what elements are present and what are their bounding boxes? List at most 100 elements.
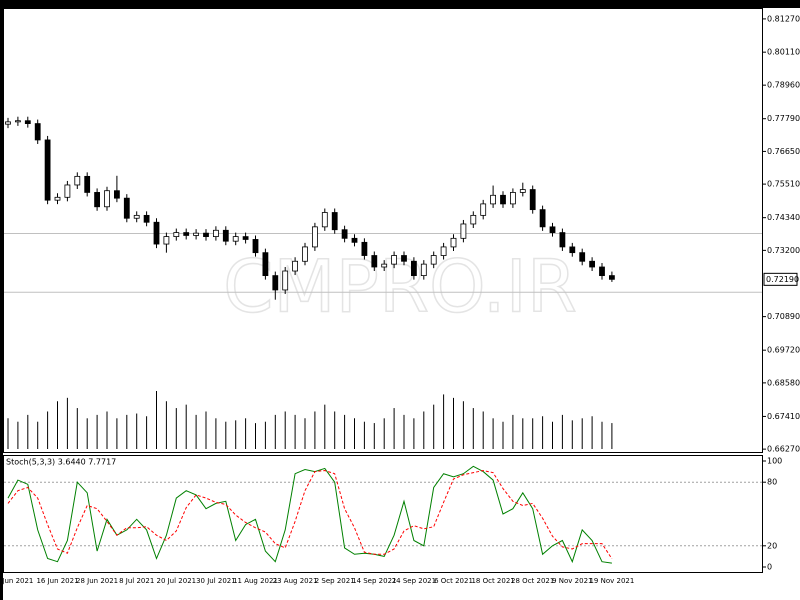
candle-body — [599, 266, 605, 277]
x-tick-label: 28 Oct 2021 — [511, 577, 554, 585]
candle-body — [252, 239, 259, 254]
candle-body — [74, 175, 81, 186]
x-tick-label: 28 Jun 2021 — [76, 577, 118, 585]
y-tick-label: 0.67410 — [767, 412, 800, 421]
candle-body — [579, 252, 586, 262]
candle-body — [460, 223, 467, 239]
background — [3, 8, 800, 600]
y-tick-label: 100 — [767, 457, 782, 466]
candle-body — [519, 189, 526, 193]
candle-body — [153, 221, 160, 245]
candle-body — [361, 241, 368, 256]
candle-body — [14, 120, 21, 123]
main-panel — [3, 8, 763, 453]
x-tick-label: 9 Nov 2021 — [552, 577, 592, 585]
current-price-box — [763, 272, 798, 286]
stoch-line — [7, 465, 612, 564]
candle-body — [529, 189, 536, 211]
candle-body — [470, 214, 477, 225]
candle-body — [24, 120, 31, 124]
candle-body — [559, 232, 566, 248]
candle-body — [114, 190, 120, 199]
x-tick-label: 19 Nov 2021 — [589, 577, 634, 585]
watermark: CMPRO.IR — [223, 245, 577, 329]
candle-body — [133, 214, 140, 219]
y-tick-label: 0.69720 — [767, 346, 800, 355]
candle-body — [193, 232, 200, 236]
stoch-panel — [3, 455, 763, 573]
x-tick-label: 23 Aug 2021 — [273, 577, 318, 585]
candle-body — [44, 139, 51, 201]
y-tick-label: 0.80110 — [767, 48, 800, 57]
candle-body — [311, 226, 318, 248]
x-tick-label: 18 Oct 2021 — [471, 577, 514, 585]
y-tick-label: 0.81270 — [767, 14, 800, 23]
candle-body — [410, 260, 417, 277]
candle-body — [232, 236, 239, 242]
y-tick-label: 0.78960 — [767, 81, 800, 90]
candle-body — [94, 192, 100, 208]
candle-body — [104, 190, 110, 208]
candle-body — [222, 229, 229, 242]
candle-body — [292, 260, 299, 272]
x-tick-label: Jun 2021 — [1, 577, 33, 585]
candle-body — [391, 255, 398, 265]
candle-body — [609, 275, 615, 280]
candle-body — [450, 237, 457, 248]
candle-body — [163, 236, 170, 245]
y-tick-label: 0.73200 — [767, 246, 800, 255]
candle-body — [5, 121, 11, 125]
y-tick-label: 0.74340 — [767, 213, 800, 222]
candle-body — [539, 209, 546, 228]
x-tick-label: 6 Oct 2021 — [434, 577, 473, 585]
candle-body — [509, 192, 516, 205]
y-tick-label: 0 — [767, 563, 772, 572]
candle-body — [64, 184, 71, 198]
candle-body — [490, 194, 497, 205]
candle-body — [480, 203, 487, 216]
x-tick-label: 11 Aug 2021 — [233, 577, 278, 585]
candle-body — [430, 255, 437, 265]
y-tick-label: 0.76650 — [767, 147, 800, 156]
candle-body — [54, 196, 61, 201]
candle-body — [242, 236, 249, 240]
candle-body — [302, 246, 308, 262]
candle-body — [183, 232, 190, 236]
y-tick-label: 0.75510 — [767, 180, 800, 189]
y-tick-label: 80 — [767, 478, 777, 487]
candle-body — [341, 229, 348, 239]
candle-body — [589, 260, 595, 268]
x-tick-label: 16 Jun 2021 — [36, 577, 78, 585]
candle-body — [282, 270, 289, 291]
y-tick-label: 0.68580 — [767, 378, 800, 387]
stoch-line — [7, 470, 613, 560]
candle-body — [123, 197, 130, 219]
candle-body — [569, 246, 576, 254]
candle-body — [84, 175, 91, 193]
y-tick-label: 0.70890 — [767, 312, 800, 321]
candle-body — [420, 263, 427, 277]
x-tick-label: 14 Sep 2021 — [352, 577, 396, 585]
y-tick-label: 20 — [767, 541, 777, 550]
candle-body — [500, 194, 506, 205]
candle-body — [173, 232, 180, 237]
candle-body — [143, 214, 150, 223]
x-tick-label: 20 Jul 2021 — [156, 577, 196, 585]
candle-body — [440, 246, 447, 256]
y-tick-label: 0.77790 — [767, 114, 800, 123]
x-tick-label: 30 Jul 2021 — [196, 577, 236, 585]
candle-body — [321, 212, 328, 228]
x-tick-label: 8 Jul 2021 — [119, 577, 154, 585]
candle-body — [272, 275, 279, 291]
indicator-title: Stoch(5,3,3) 3.6440 7.7717 — [6, 458, 116, 467]
candle-body — [549, 226, 556, 233]
candle-body — [351, 237, 358, 243]
y-tick-label: 0.66270 — [767, 445, 800, 454]
current-price-label: 0.72190 — [766, 275, 799, 284]
x-tick-label: 24 Sep 2021 — [392, 577, 436, 585]
candle-body — [381, 263, 388, 268]
candle-body — [34, 123, 41, 141]
x-tick-label: 2 Sep 2021 — [315, 577, 355, 585]
candle-body — [212, 229, 219, 237]
